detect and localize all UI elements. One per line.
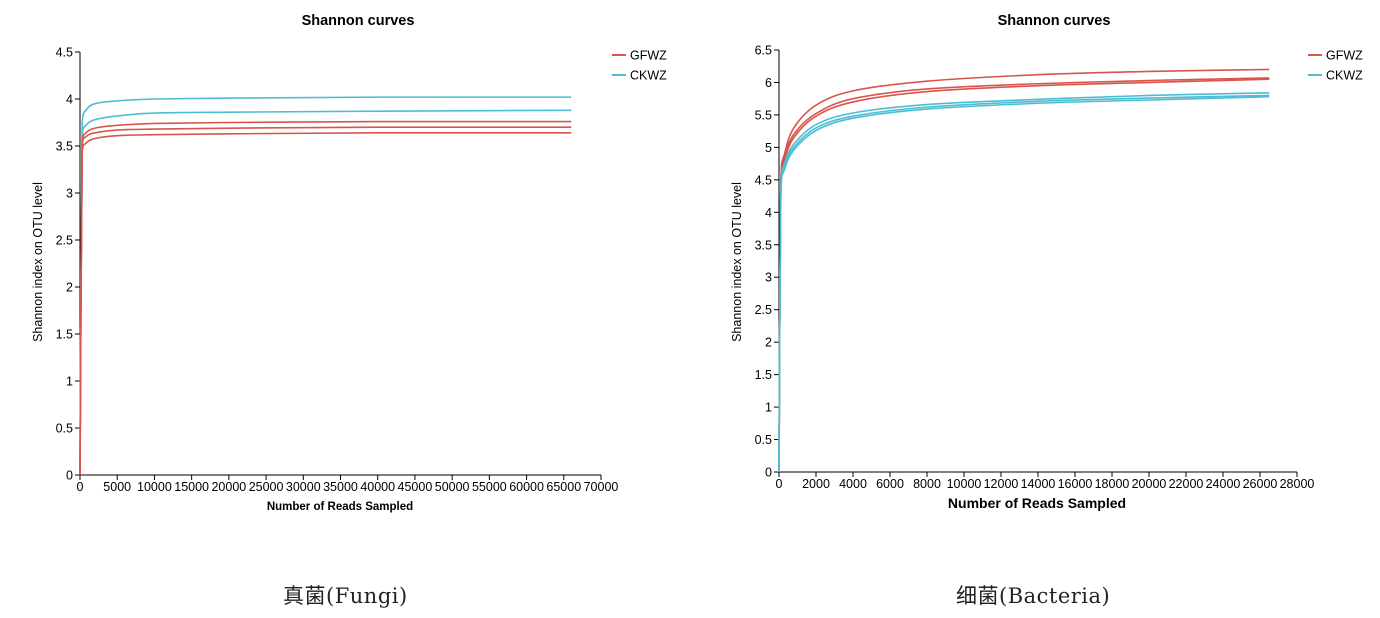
x-tick-label: 55000 xyxy=(472,480,507,494)
x-tick-label: 15000 xyxy=(174,480,209,494)
legend-label-gfwz: GFWZ xyxy=(630,49,667,63)
x-tick-label: 65000 xyxy=(546,480,581,494)
legend-label-ckwz: CKWZ xyxy=(630,69,667,83)
y-axis-label: Shannon index on OTU level xyxy=(31,182,45,342)
x-tick-label: 10000 xyxy=(947,477,982,491)
y-tick-label: 3 xyxy=(765,271,772,285)
x-tick-label: 4000 xyxy=(839,477,867,491)
x-tick-label: 24000 xyxy=(1206,477,1241,491)
x-tick-label: 14000 xyxy=(1021,477,1056,491)
y-axis-label: Shannon index on OTU level xyxy=(730,182,744,342)
x-tick-label: 45000 xyxy=(398,480,433,494)
y-tick-label: 0.5 xyxy=(56,422,73,436)
y-tick-label: 0 xyxy=(765,466,772,480)
series-line-ckwz xyxy=(778,95,1270,473)
y-tick-label: 3.5 xyxy=(56,140,73,154)
y-tick-label: 0.5 xyxy=(755,433,772,447)
x-tick-label: 40000 xyxy=(360,480,395,494)
y-tick-label: 4.5 xyxy=(56,46,73,60)
legend: GFWZ CKWZ xyxy=(1308,49,1363,83)
x-tick-label: 50000 xyxy=(435,480,470,494)
y-tick-label: 4 xyxy=(66,93,73,107)
y-tick-label: 4 xyxy=(765,206,772,220)
bacteria-caption: 细菌(Bacteria) xyxy=(956,584,1111,608)
series-line-ckwz xyxy=(778,94,1270,473)
x-tick-label: 18000 xyxy=(1095,477,1130,491)
y-tick-label: 3.5 xyxy=(755,238,772,252)
x-tick-label: 5000 xyxy=(103,480,131,494)
series-line-gfwz xyxy=(79,120,572,476)
x-tick-label: 0 xyxy=(77,480,84,494)
y-tick-label: 2.5 xyxy=(755,303,772,317)
x-tick-label: 30000 xyxy=(286,480,321,494)
x-tick-label: 10000 xyxy=(137,480,172,494)
x-tick-label: 70000 xyxy=(584,480,619,494)
x-tick-label: 20000 xyxy=(1132,477,1167,491)
x-tick-label: 6000 xyxy=(876,477,904,491)
y-tick-label: 3 xyxy=(66,187,73,201)
series-line-ckwz xyxy=(778,92,1270,473)
x-tick-label: 60000 xyxy=(509,480,544,494)
y-tick-label: 1.5 xyxy=(56,328,73,342)
fungi-caption: 真菌(Fungi) xyxy=(283,584,408,608)
bacteria-chart: Shannon curves 0 0.5 1 1.5 2 2.5 3 3.5 4 4.5 5 5.5 6… xyxy=(730,13,1363,511)
series-line-gfwz xyxy=(79,126,572,476)
legend-label-ckwz: CKWZ xyxy=(1326,69,1363,83)
y-tick-label: 2 xyxy=(66,281,73,295)
y-tick-label: 4.5 xyxy=(755,173,772,187)
chart-title: Shannon curves xyxy=(998,13,1111,29)
legend-label-gfwz: GFWZ xyxy=(1326,49,1363,63)
y-tick-label: 2 xyxy=(765,336,772,350)
x-axis-label: Number of Reads Sampled xyxy=(267,501,413,513)
y-tick-label: 0 xyxy=(66,469,73,483)
x-axis-label: Number of Reads Sampled xyxy=(948,495,1126,511)
x-tick-label: 35000 xyxy=(323,480,358,494)
y-tick-label: 1 xyxy=(765,401,772,415)
series-line-ckwz xyxy=(79,109,572,476)
y-tick-label: 6 xyxy=(765,76,772,90)
x-tick-label: 25000 xyxy=(249,480,284,494)
series-line-gfwz xyxy=(778,77,1270,473)
x-tick-label: 8000 xyxy=(913,477,941,491)
y-tick-label: 6.5 xyxy=(755,44,772,58)
y-tick-label: 1 xyxy=(66,375,73,389)
y-tick-label: 5 xyxy=(765,141,772,155)
y-tick-label: 2.5 xyxy=(56,234,73,248)
x-tick-label: 20000 xyxy=(211,480,246,494)
x-tick-label: 22000 xyxy=(1169,477,1204,491)
x-tick-label: 26000 xyxy=(1243,477,1278,491)
chart-title: Shannon curves xyxy=(302,13,415,29)
y-tick-label: 5.5 xyxy=(755,108,772,122)
plot-area: 0 0.5 1 1.5 2 2.5 3 3.5 4 4.5 0 5000 10000 15000 20000… xyxy=(56,46,619,495)
x-tick-label: 12000 xyxy=(984,477,1019,491)
series-line-ckwz xyxy=(79,96,572,476)
x-tick-label: 0 xyxy=(776,477,783,491)
series-line-gfwz xyxy=(79,132,572,476)
x-tick-label: 16000 xyxy=(1058,477,1093,491)
legend: GFWZ CKWZ xyxy=(612,49,667,83)
series-line-gfwz xyxy=(778,68,1270,473)
y-tick-label: 1.5 xyxy=(755,368,772,382)
x-tick-label: 2000 xyxy=(802,477,830,491)
fungi-chart: Shannon curves 0 0.5 1 1.5 2 2.5 3 3.5 4 4.5 0 5000… xyxy=(31,13,667,513)
series-line-gfwz xyxy=(778,78,1270,473)
plot-area: 0 0.5 1 1.5 2 2.5 3 3.5 4 4.5 5 5.5 6 6.5 0 2000 4000 600… xyxy=(755,44,1315,492)
x-tick-label: 28000 xyxy=(1280,477,1315,491)
